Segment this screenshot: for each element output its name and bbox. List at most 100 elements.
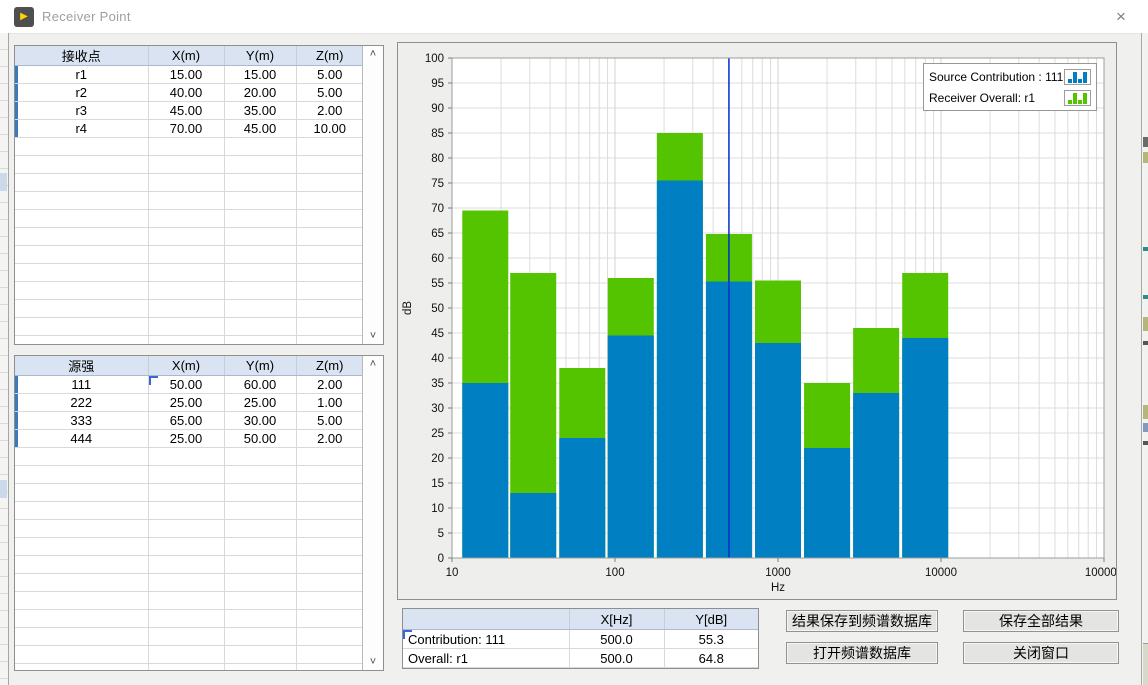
table-cell[interactable]: Overall: r1 bbox=[403, 648, 570, 668]
empty-table-cell[interactable] bbox=[224, 627, 297, 646]
empty-table-cell[interactable] bbox=[15, 155, 149, 174]
close-window-button[interactable]: 关闭窗口 bbox=[963, 642, 1119, 664]
empty-table-cell[interactable] bbox=[148, 155, 225, 174]
empty-table-cell[interactable] bbox=[15, 465, 149, 484]
table-cell[interactable]: 15.00 bbox=[148, 65, 225, 84]
empty-table-cell[interactable] bbox=[224, 191, 297, 210]
empty-table-cell[interactable] bbox=[148, 173, 225, 192]
empty-table-cell[interactable] bbox=[148, 609, 225, 628]
empty-table-cell[interactable] bbox=[296, 173, 362, 192]
empty-table-cell[interactable] bbox=[224, 281, 297, 300]
table-cell[interactable]: 500.0 bbox=[569, 648, 665, 668]
empty-table-cell[interactable] bbox=[296, 519, 362, 538]
empty-table-cell[interactable] bbox=[224, 591, 297, 610]
empty-table-cell[interactable] bbox=[296, 591, 362, 610]
empty-table-cell[interactable] bbox=[224, 537, 297, 556]
table-cell[interactable]: 111 bbox=[15, 375, 149, 394]
empty-table-cell[interactable] bbox=[15, 663, 149, 670]
empty-table-cell[interactable] bbox=[15, 627, 149, 646]
empty-table-cell[interactable] bbox=[148, 519, 225, 538]
empty-table-cell[interactable] bbox=[224, 227, 297, 246]
receiver-table-scrollbar[interactable]: ˄ ˅ bbox=[362, 46, 383, 344]
source-table-scrollbar[interactable]: ˄ ˅ bbox=[362, 356, 383, 670]
table-cell[interactable]: 1.00 bbox=[296, 393, 362, 412]
empty-table-cell[interactable] bbox=[148, 227, 225, 246]
empty-table-cell[interactable] bbox=[15, 519, 149, 538]
empty-table-cell[interactable] bbox=[148, 645, 225, 664]
table-cell[interactable]: 65.00 bbox=[148, 411, 225, 430]
empty-table-cell[interactable] bbox=[15, 501, 149, 520]
empty-table-cell[interactable] bbox=[224, 245, 297, 264]
table-cell[interactable]: 40.00 bbox=[148, 83, 225, 102]
empty-table-cell[interactable] bbox=[15, 299, 149, 318]
save-to-spectrum-db-button[interactable]: 结果保存到频谱数据库 bbox=[786, 610, 938, 632]
empty-table-cell[interactable] bbox=[296, 501, 362, 520]
empty-table-cell[interactable] bbox=[148, 663, 225, 670]
empty-table-cell[interactable] bbox=[296, 263, 362, 282]
empty-table-cell[interactable] bbox=[148, 483, 225, 502]
table-cell[interactable]: r3 bbox=[15, 101, 149, 120]
empty-table-cell[interactable] bbox=[224, 555, 297, 574]
table-cell[interactable]: 5.00 bbox=[296, 83, 362, 102]
empty-table-cell[interactable] bbox=[296, 227, 362, 246]
empty-table-cell[interactable] bbox=[296, 155, 362, 174]
empty-table-cell[interactable] bbox=[15, 483, 149, 502]
empty-table-cell[interactable] bbox=[296, 191, 362, 210]
empty-table-cell[interactable] bbox=[224, 317, 297, 336]
empty-table-cell[interactable] bbox=[224, 519, 297, 538]
empty-table-cell[interactable] bbox=[148, 591, 225, 610]
table-cell[interactable]: 60.00 bbox=[224, 375, 297, 394]
empty-table-cell[interactable] bbox=[296, 137, 362, 156]
empty-table-cell[interactable] bbox=[296, 609, 362, 628]
empty-table-cell[interactable] bbox=[224, 483, 297, 502]
empty-table-cell[interactable] bbox=[296, 335, 362, 344]
empty-table-cell[interactable] bbox=[15, 555, 149, 574]
empty-table-cell[interactable] bbox=[148, 501, 225, 520]
empty-table-cell[interactable] bbox=[148, 191, 225, 210]
table-cell[interactable]: 50.00 bbox=[148, 375, 225, 394]
empty-table-cell[interactable] bbox=[15, 245, 149, 264]
empty-table-cell[interactable] bbox=[224, 645, 297, 664]
table-cell[interactable]: 5.00 bbox=[296, 411, 362, 430]
empty-table-cell[interactable] bbox=[224, 173, 297, 192]
table-cell[interactable]: 35.00 bbox=[224, 101, 297, 120]
scroll-up-icon[interactable]: ˄ bbox=[369, 358, 377, 370]
empty-table-cell[interactable] bbox=[15, 537, 149, 556]
empty-table-cell[interactable] bbox=[296, 537, 362, 556]
table-cell[interactable]: 55.3 bbox=[664, 629, 758, 649]
table-cell[interactable]: 25.00 bbox=[148, 393, 225, 412]
empty-table-cell[interactable] bbox=[224, 299, 297, 318]
empty-table-cell[interactable] bbox=[15, 209, 149, 228]
empty-table-cell[interactable] bbox=[148, 281, 225, 300]
empty-table-cell[interactable] bbox=[224, 663, 297, 670]
empty-table-cell[interactable] bbox=[15, 335, 149, 344]
empty-table-cell[interactable] bbox=[224, 501, 297, 520]
open-spectrum-db-button[interactable]: 打开频谱数据库 bbox=[786, 642, 938, 664]
table-cell[interactable]: 500.0 bbox=[569, 629, 665, 649]
save-all-results-button[interactable]: 保存全部结果 bbox=[963, 610, 1119, 632]
empty-table-cell[interactable] bbox=[15, 281, 149, 300]
table-cell[interactable]: 25.00 bbox=[224, 393, 297, 412]
empty-table-cell[interactable] bbox=[148, 555, 225, 574]
scroll-down-icon[interactable]: ˅ bbox=[369, 330, 377, 342]
empty-table-cell[interactable] bbox=[15, 609, 149, 628]
empty-table-cell[interactable] bbox=[224, 209, 297, 228]
table-cell[interactable]: 45.00 bbox=[148, 101, 225, 120]
empty-table-cell[interactable] bbox=[148, 209, 225, 228]
empty-table-cell[interactable] bbox=[224, 573, 297, 592]
table-cell[interactable]: 20.00 bbox=[224, 83, 297, 102]
empty-table-cell[interactable] bbox=[15, 447, 149, 466]
table-cell[interactable]: Contribution: 111 bbox=[403, 629, 570, 649]
empty-table-cell[interactable] bbox=[296, 627, 362, 646]
table-cell[interactable]: 25.00 bbox=[148, 429, 225, 448]
empty-table-cell[interactable] bbox=[224, 155, 297, 174]
table-cell[interactable]: 64.8 bbox=[664, 648, 758, 668]
empty-table-cell[interactable] bbox=[15, 173, 149, 192]
empty-table-cell[interactable] bbox=[296, 245, 362, 264]
empty-table-cell[interactable] bbox=[148, 465, 225, 484]
empty-table-cell[interactable] bbox=[148, 335, 225, 344]
empty-table-cell[interactable] bbox=[296, 465, 362, 484]
empty-table-cell[interactable] bbox=[296, 645, 362, 664]
empty-table-cell[interactable] bbox=[296, 447, 362, 466]
empty-table-cell[interactable] bbox=[296, 209, 362, 228]
